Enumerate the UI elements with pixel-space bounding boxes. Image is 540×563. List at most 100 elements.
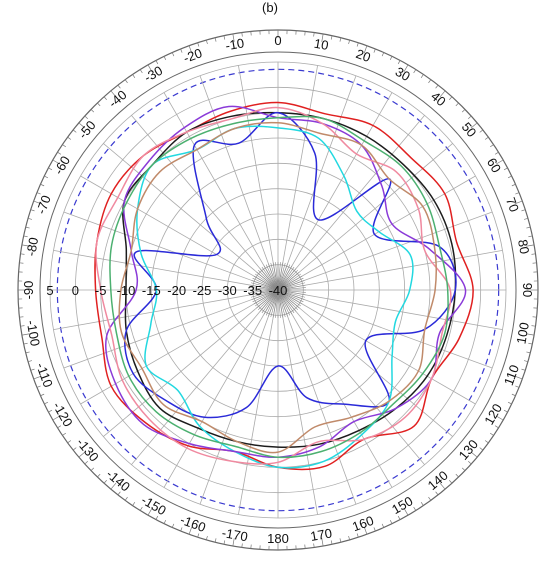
- ring-tick: [117, 491, 121, 496]
- ring-tick: [494, 151, 499, 155]
- ring-tick: [27, 217, 33, 220]
- angle-tick-label: -90: [21, 281, 36, 300]
- center-spoke: [277, 289, 293, 315]
- grid-spoke: [63, 289, 279, 369]
- series-line-6: [95, 106, 452, 465]
- center-spoke: [261, 289, 279, 314]
- ring-tick: [449, 480, 453, 484]
- center-spoke: [253, 275, 279, 291]
- ring-tick: [490, 432, 494, 436]
- ring-tick: [528, 235, 533, 238]
- ring-tick: [515, 192, 520, 195]
- angle-tick-label: -70: [33, 193, 54, 216]
- center-spoke: [275, 262, 279, 291]
- center-spoke: [277, 271, 300, 291]
- center-spoke: [268, 263, 279, 291]
- ring-tick: [23, 235, 28, 238]
- angle-tick-label: -100: [24, 319, 43, 347]
- center-spoke: [275, 289, 279, 318]
- center-spoke: [250, 282, 279, 291]
- ring-tick: [348, 535, 351, 541]
- ring-tick: [232, 33, 235, 42]
- ring-tick: [348, 39, 351, 45]
- center-spoke: [259, 289, 279, 312]
- radial-tick-label: -40: [269, 283, 288, 298]
- ring-tick: [420, 74, 424, 78]
- center-spoke: [277, 289, 306, 293]
- ring-tick: [188, 45, 193, 54]
- radial-tick-label: -35: [243, 283, 262, 298]
- ring-tick: [511, 183, 516, 187]
- ring-tick: [205, 39, 208, 45]
- ring-tick: [389, 56, 393, 61]
- grid-spoke: [277, 65, 318, 291]
- grid-spoke: [277, 143, 453, 291]
- ring-tick: [526, 351, 531, 354]
- center-spoke: [277, 282, 306, 291]
- ring-tick: [44, 401, 49, 405]
- ring-tick: [321, 538, 324, 547]
- radial-tick-label: 0: [72, 283, 79, 298]
- angle-tick-label: -80: [23, 236, 41, 257]
- center-spoke: [277, 289, 306, 298]
- ring-tick: [124, 79, 128, 84]
- center-spoke: [257, 289, 279, 311]
- angle-tick-label: -10: [224, 35, 245, 53]
- ring-tick: [484, 136, 489, 140]
- center-spoke: [272, 289, 279, 318]
- grid-spoke: [238, 65, 279, 291]
- center-spoke: [277, 289, 297, 312]
- angle-tick-label: 170: [309, 525, 333, 544]
- center-spoke: [252, 289, 279, 303]
- ring-tick: [103, 480, 107, 484]
- angle-tick-label: -140: [103, 466, 133, 494]
- center-spoke: [277, 275, 303, 291]
- center-spoke: [277, 289, 288, 317]
- ring-tick: [507, 401, 512, 405]
- ring-tick: [526, 333, 535, 336]
- center-spoke: [277, 268, 297, 291]
- ring-tick: [435, 84, 439, 89]
- grid-spoke: [131, 115, 279, 291]
- center-spoke: [277, 263, 288, 291]
- ring-tick: [48, 409, 53, 413]
- ring-tick: [330, 35, 333, 40]
- angle-tick-label: 90: [520, 283, 535, 297]
- center-spoke: [277, 289, 281, 318]
- series-layer: [94, 101, 474, 471]
- ring-tick: [124, 496, 128, 501]
- radial-tick-label: -20: [167, 283, 186, 298]
- ring-tick: [25, 351, 30, 354]
- ring-tick: [155, 60, 159, 65]
- ring-tick: [356, 533, 359, 538]
- ring-tick: [232, 538, 235, 547]
- grid-spoke: [277, 289, 453, 437]
- angle-tick-label: -170: [221, 525, 249, 544]
- grid-spoke: [80, 175, 279, 291]
- ring-tick: [62, 144, 66, 148]
- ring-tick: [33, 375, 42, 380]
- angle-tick-label: 160: [350, 513, 376, 535]
- ring-tick: [20, 325, 25, 327]
- center-spoke: [270, 289, 279, 318]
- ring-tick: [21, 333, 30, 336]
- angle-tick-label: 180: [267, 531, 289, 546]
- center-spoke: [277, 280, 305, 291]
- ring-tick: [461, 109, 466, 113]
- ring-tick: [132, 74, 136, 78]
- angle-tick-label: -150: [139, 492, 169, 518]
- center-spoke: [277, 289, 302, 307]
- grid-spoke: [277, 289, 393, 488]
- ring-tick: [468, 461, 472, 465]
- angle-tick-label: 100: [513, 321, 532, 345]
- ring-tick: [420, 502, 424, 506]
- angle-tick-label: 20: [354, 46, 373, 65]
- ring-tick: [72, 447, 77, 451]
- ring-tick: [180, 527, 183, 532]
- ring-tick: [521, 209, 526, 212]
- ring-tick: [171, 523, 175, 528]
- center-spoke: [277, 289, 291, 316]
- center-spoke: [277, 266, 295, 291]
- ring-tick: [27, 360, 33, 363]
